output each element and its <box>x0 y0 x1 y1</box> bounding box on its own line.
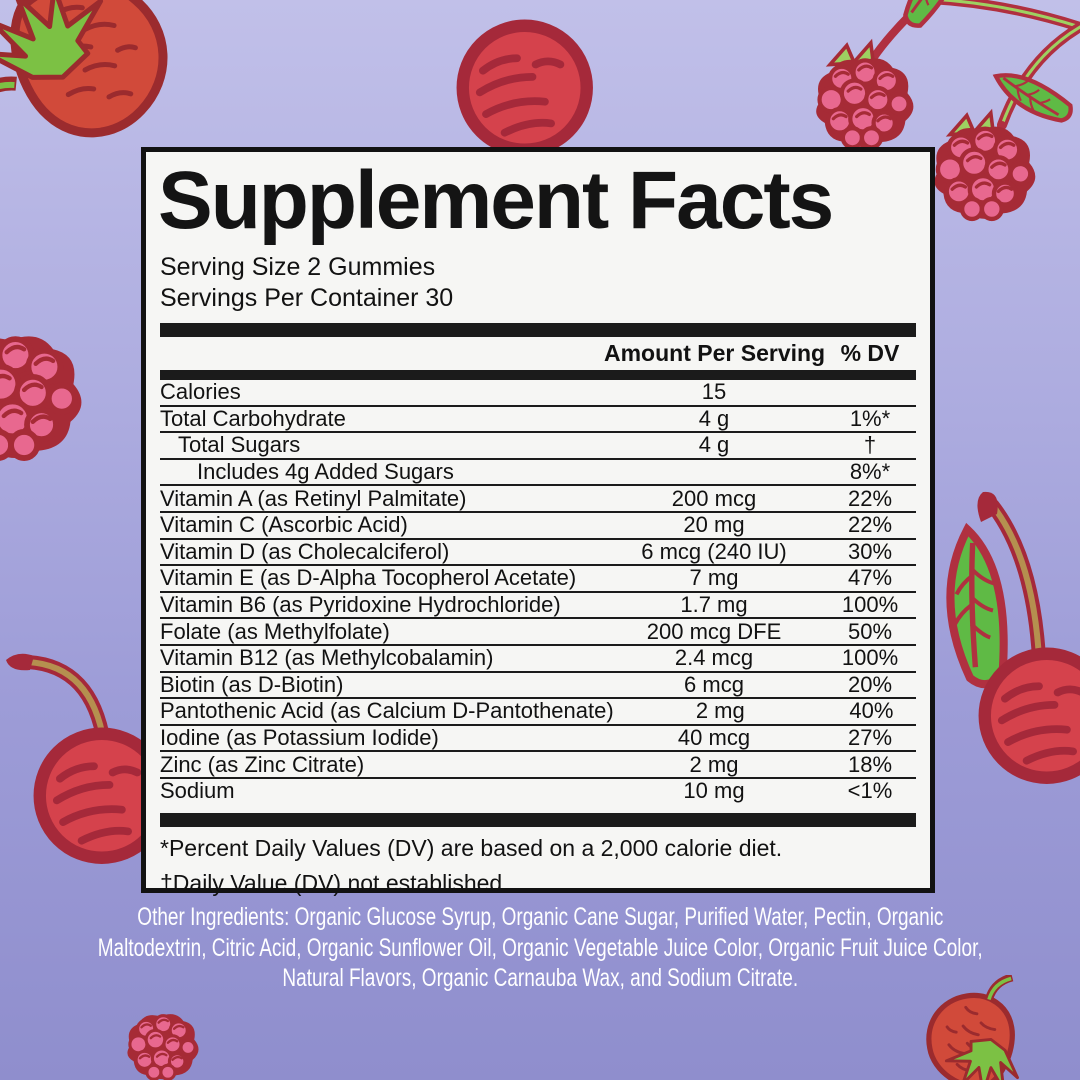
nutrient-amount: 7 mg <box>689 565 739 591</box>
table-row: Vitamin C (Ascorbic Acid) 20 mg 22% <box>160 512 916 540</box>
nutrient-dv: 22% <box>847 485 893 511</box>
nutrient-amount: 200 mcg <box>671 485 757 511</box>
table-row: Biotin (as D-Biotin) 6 mcg 20% <box>160 671 916 700</box>
nutrient-dv: 100% <box>841 645 899 671</box>
nutrient-name: Sodium <box>160 778 235 804</box>
nutrient-dv: 40% <box>849 698 894 724</box>
nutrient-name: Vitamin B6 (as Pyridoxine Hydrochloride) <box>160 592 561 618</box>
nutrient-amount: 20 mg <box>683 512 745 538</box>
nutrient-dv: 100% <box>841 592 899 618</box>
table-row: Calories 15 <box>160 379 916 407</box>
table-header-row: Amount Per Serving % DV <box>160 337 916 370</box>
table-row: Zinc (as Zinc Citrate) 2 mg 18% <box>160 752 916 779</box>
other-ingredients: Other Ingredients: Organic Glucose Syrup… <box>0 902 1080 994</box>
nutrient-dv: 8%* <box>849 459 891 485</box>
column-header-dv: % DV <box>840 340 900 366</box>
divider-medium <box>160 370 916 380</box>
ingredients-line: Maltodextrin, Citric Acid, Organic Sunfl… <box>97 933 983 962</box>
cherry-illustration-bottom-left <box>6 653 175 893</box>
panel-title: Supplement Facts <box>158 155 834 246</box>
strawberry-illustration-bottom-right <box>825 975 1080 1080</box>
nutrient-amount: 6 mcg <box>684 671 744 697</box>
serving-size-text: Serving Size 2 Gummies <box>160 253 436 281</box>
nutrient-dv: 27% <box>847 725 893 751</box>
nutrient-name: Total Carbohydrate <box>160 405 346 431</box>
ingredients-line: Other Ingredients: Organic Glucose Syrup… <box>136 903 944 931</box>
nutrient-dv: <1% <box>847 778 893 804</box>
nutrient-amount: 200 mcg DFE <box>646 618 782 644</box>
nutrient-name: Folate (as Methylfolate) <box>160 618 390 644</box>
table-row: Vitamin D (as Cholecalciferol) 6 mcg (24… <box>160 538 916 567</box>
raspberry-branch-illustration-top-right <box>790 0 1080 270</box>
nutrient-amount: 2 mg <box>689 751 739 777</box>
table-row: Vitamin E (as D-Alpha Tocopherol Acetate… <box>160 565 916 593</box>
raspberry-illustration-left <box>0 325 90 470</box>
nutrient-dv: 20% <box>847 671 893 697</box>
nutrient-name: Zinc (as Zinc Citrate) <box>160 751 365 777</box>
nutrient-amount: 1.7 mg <box>680 592 748 618</box>
nutrient-name: Vitamin B12 (as Methylcobalamin) <box>160 645 494 671</box>
divider-thick-bottom <box>160 812 916 827</box>
nutrient-amount: 4 g <box>698 432 730 458</box>
column-header-amount: Amount Per Serving <box>604 340 826 366</box>
nutrient-dv: 47% <box>847 565 893 591</box>
nutrient-name: Iodine (as Potassium Iodide) <box>160 725 439 751</box>
nutrient-amount: 2.4 mcg <box>674 645 754 671</box>
nutrient-dv: 50% <box>847 618 893 644</box>
nutrient-name: Vitamin C (Ascorbic Acid) <box>160 512 408 538</box>
strawberry-illustration-top-left <box>0 0 205 175</box>
raspberry-illustration-bottom-left <box>125 1012 201 1080</box>
table-row: Folate (as Methylfolate) 200 mcg DFE 50% <box>160 619 916 646</box>
nutrient-name: Calories <box>160 379 241 405</box>
table-row: Total Carbohydrate 4 g 1%* <box>160 405 916 434</box>
footnote-daily-values: *Percent Daily Values (DV) are based on … <box>160 834 783 861</box>
cherry-illustration-top-center <box>455 18 595 147</box>
nutrient-name: Total Sugars <box>178 432 301 458</box>
nutrient-dv: 30% <box>847 538 893 564</box>
supplement-facts-panel: Supplement Facts Serving Size 2 Gummies … <box>141 147 935 896</box>
nutrient-amount: 40 mcg <box>677 725 751 751</box>
ingredients-line: Natural Flavors, Organic Carnauba Wax, a… <box>282 964 798 992</box>
table-row: Total Sugars 4 g † <box>160 432 916 460</box>
nutrient-name: Pantothenic Acid (as Calcium D-Pantothen… <box>160 698 614 724</box>
nutrient-amount: 4 g <box>698 405 730 431</box>
table-row: Includes 4g Added Sugars 8%* <box>160 459 916 487</box>
nutrient-dv: † <box>863 432 877 458</box>
divider-thick-top <box>160 323 916 337</box>
table-row: Pantothenic Acid (as Calcium D-Pantothen… <box>160 698 916 726</box>
nutrient-dv: 1%* <box>849 405 891 431</box>
nutrient-name: Includes 4g Added Sugars <box>197 459 454 485</box>
nutrient-dv: 18% <box>847 751 893 777</box>
nutrient-amount: 15 <box>701 379 727 405</box>
footnote-dagger: †Daily Value (DV) not established. <box>160 870 509 896</box>
table-row: Vitamin A (as Retinyl Palmitate) 200 mcg… <box>160 486 916 513</box>
table-row: Vitamin B6 (as Pyridoxine Hydrochloride)… <box>160 592 916 620</box>
servings-per-container-text: Servings Per Container 30 <box>160 284 454 312</box>
nutrient-amount: 2 mg <box>695 698 745 724</box>
nutrient-amount: 6 mcg (240 IU) <box>641 538 787 564</box>
nutrient-name: Vitamin A (as Retinyl Palmitate) <box>160 485 467 511</box>
nutrient-amount: 10 mg <box>683 778 745 804</box>
nutrient-dv: 22% <box>847 512 893 538</box>
table-row: Sodium 10 mg <1% <box>160 778 916 804</box>
table-row: Vitamin B12 (as Methylcobalamin) 2.4 mcg… <box>160 645 916 673</box>
nutrient-table: Calories 15 Total Carbohydrate 4 g 1%* T… <box>160 379 916 804</box>
cherry-illustration-right <box>935 491 1080 798</box>
nutrient-name: Vitamin D (as Cholecalciferol) <box>160 538 450 564</box>
nutrient-name: Biotin (as D-Biotin) <box>160 671 344 697</box>
table-row: Iodine (as Potassium Iodide) 40 mcg 27% <box>160 725 916 753</box>
nutrient-name: Vitamin E (as D-Alpha Tocopherol Acetate… <box>160 565 577 591</box>
